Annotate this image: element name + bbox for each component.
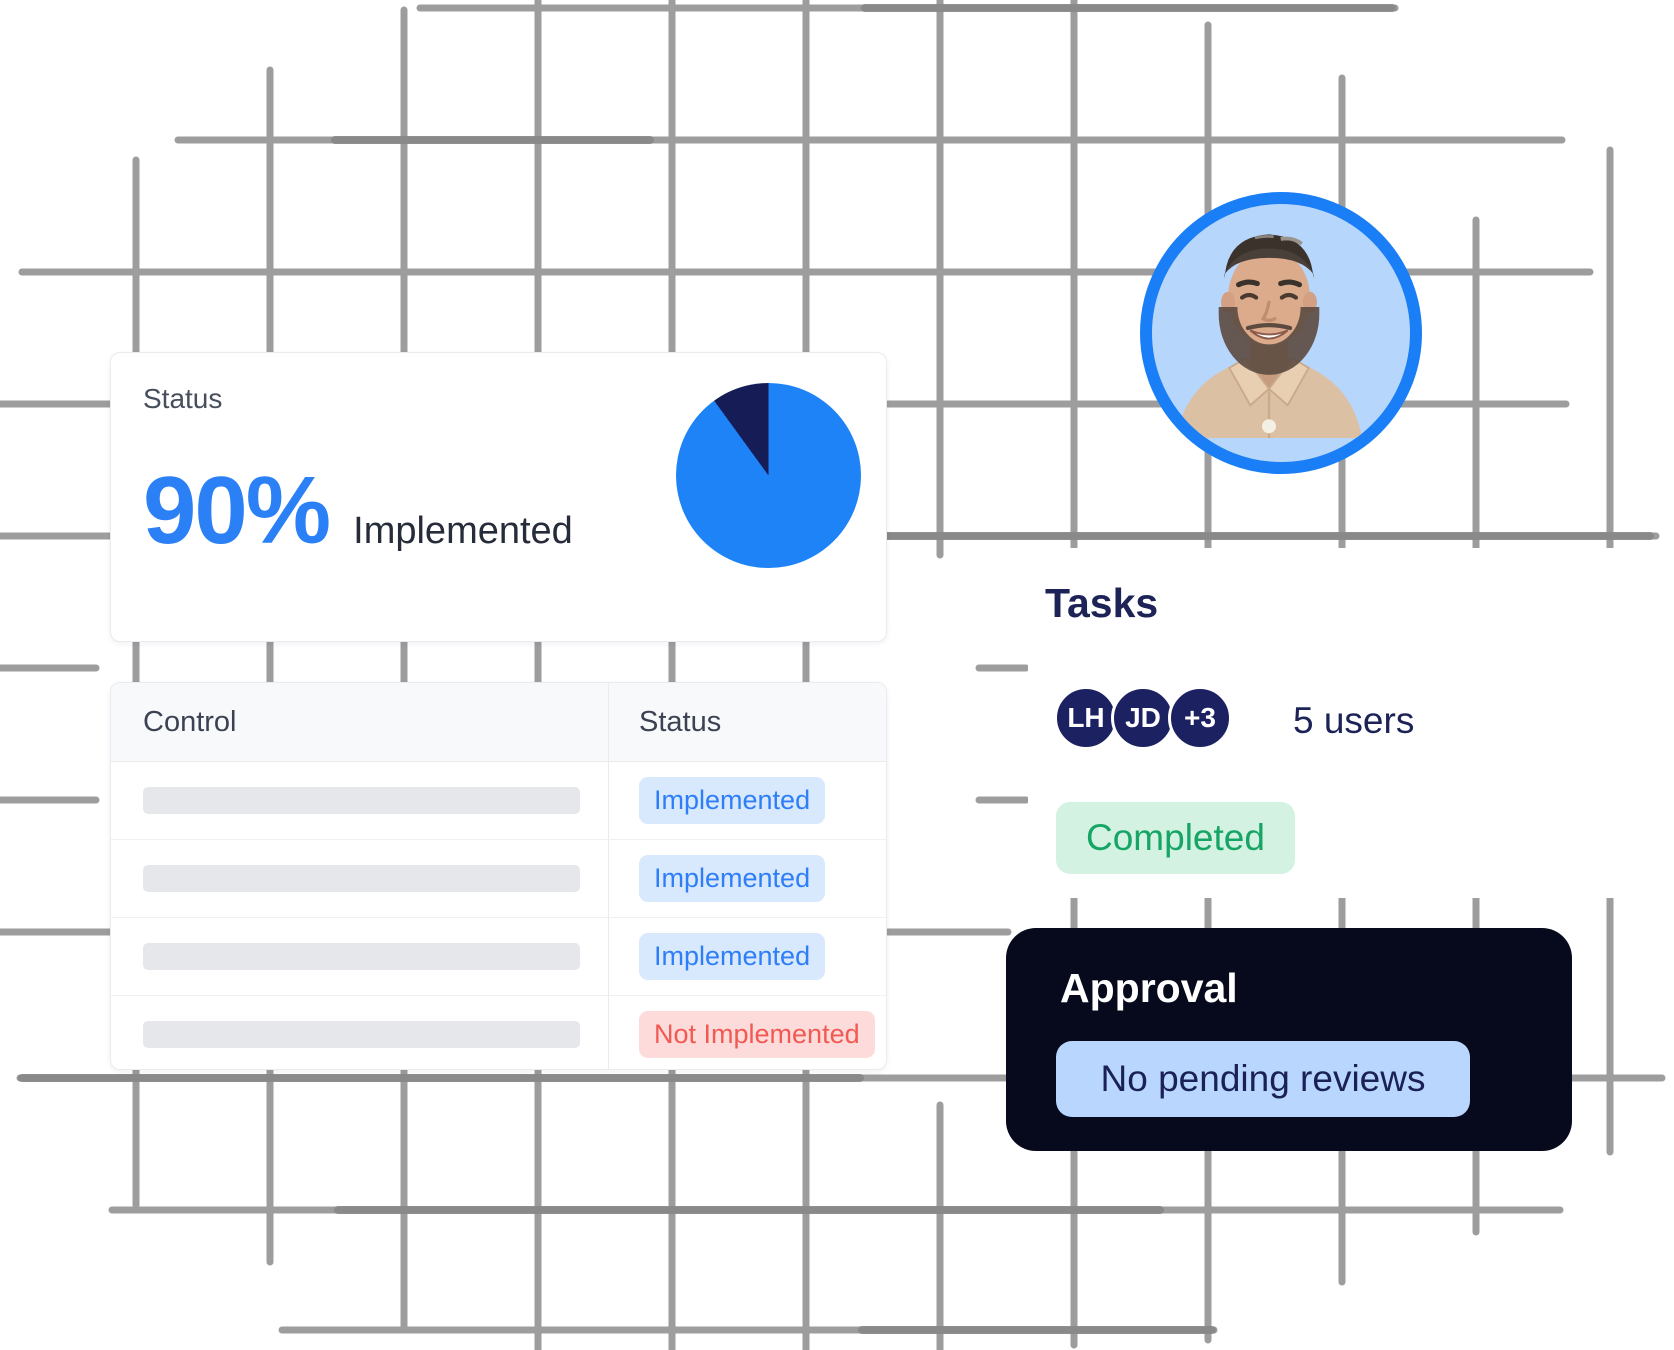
avatar-chip: JD (1111, 686, 1175, 750)
completed-badge: Completed (1056, 802, 1295, 874)
status-badge: Implemented (639, 932, 826, 981)
avatar-chip-overflow: +3 (1168, 686, 1232, 750)
skeleton-bar (143, 943, 580, 970)
table-header-status: Status (608, 683, 886, 761)
table-row: Implemented (111, 918, 886, 996)
status-card: Status 90% Implemented (110, 352, 887, 642)
status-percent-caption: Implemented (353, 510, 573, 552)
no-pending-reviews-button[interactable]: No pending reviews (1056, 1041, 1470, 1117)
status-badge: Not Implemented (639, 1010, 875, 1059)
status-badge: Implemented (639, 854, 826, 903)
avatar-chip: LH (1054, 686, 1118, 750)
status-card-title: Status (143, 383, 223, 414)
tasks-avatar-group: LH JD +3 (1054, 686, 1232, 750)
status-pie-chart (676, 383, 861, 568)
tasks-title: Tasks (1045, 580, 1159, 626)
user-avatar (1140, 192, 1422, 474)
users-count-label: 5 users (1293, 700, 1415, 741)
skeleton-bar (143, 787, 580, 814)
user-portrait-illustration (1176, 234, 1362, 438)
approval-card: Approval No pending reviews (1006, 928, 1572, 1151)
status-summary: 90% Implemented (143, 463, 573, 559)
status-percent-value: 90% (143, 457, 331, 564)
table-header-row: Control Status (111, 683, 886, 762)
approval-title: Approval (1060, 965, 1238, 1011)
skeleton-bar (143, 865, 580, 892)
controls-table: Control Status Implemented Implemented I… (110, 682, 887, 1070)
table-row: Implemented (111, 840, 886, 918)
table-header-control: Control (143, 705, 237, 738)
table-row: Implemented (111, 762, 886, 840)
status-badge: Implemented (639, 776, 826, 825)
skeleton-bar (143, 1021, 580, 1048)
table-row: Not Implemented (111, 996, 886, 1069)
